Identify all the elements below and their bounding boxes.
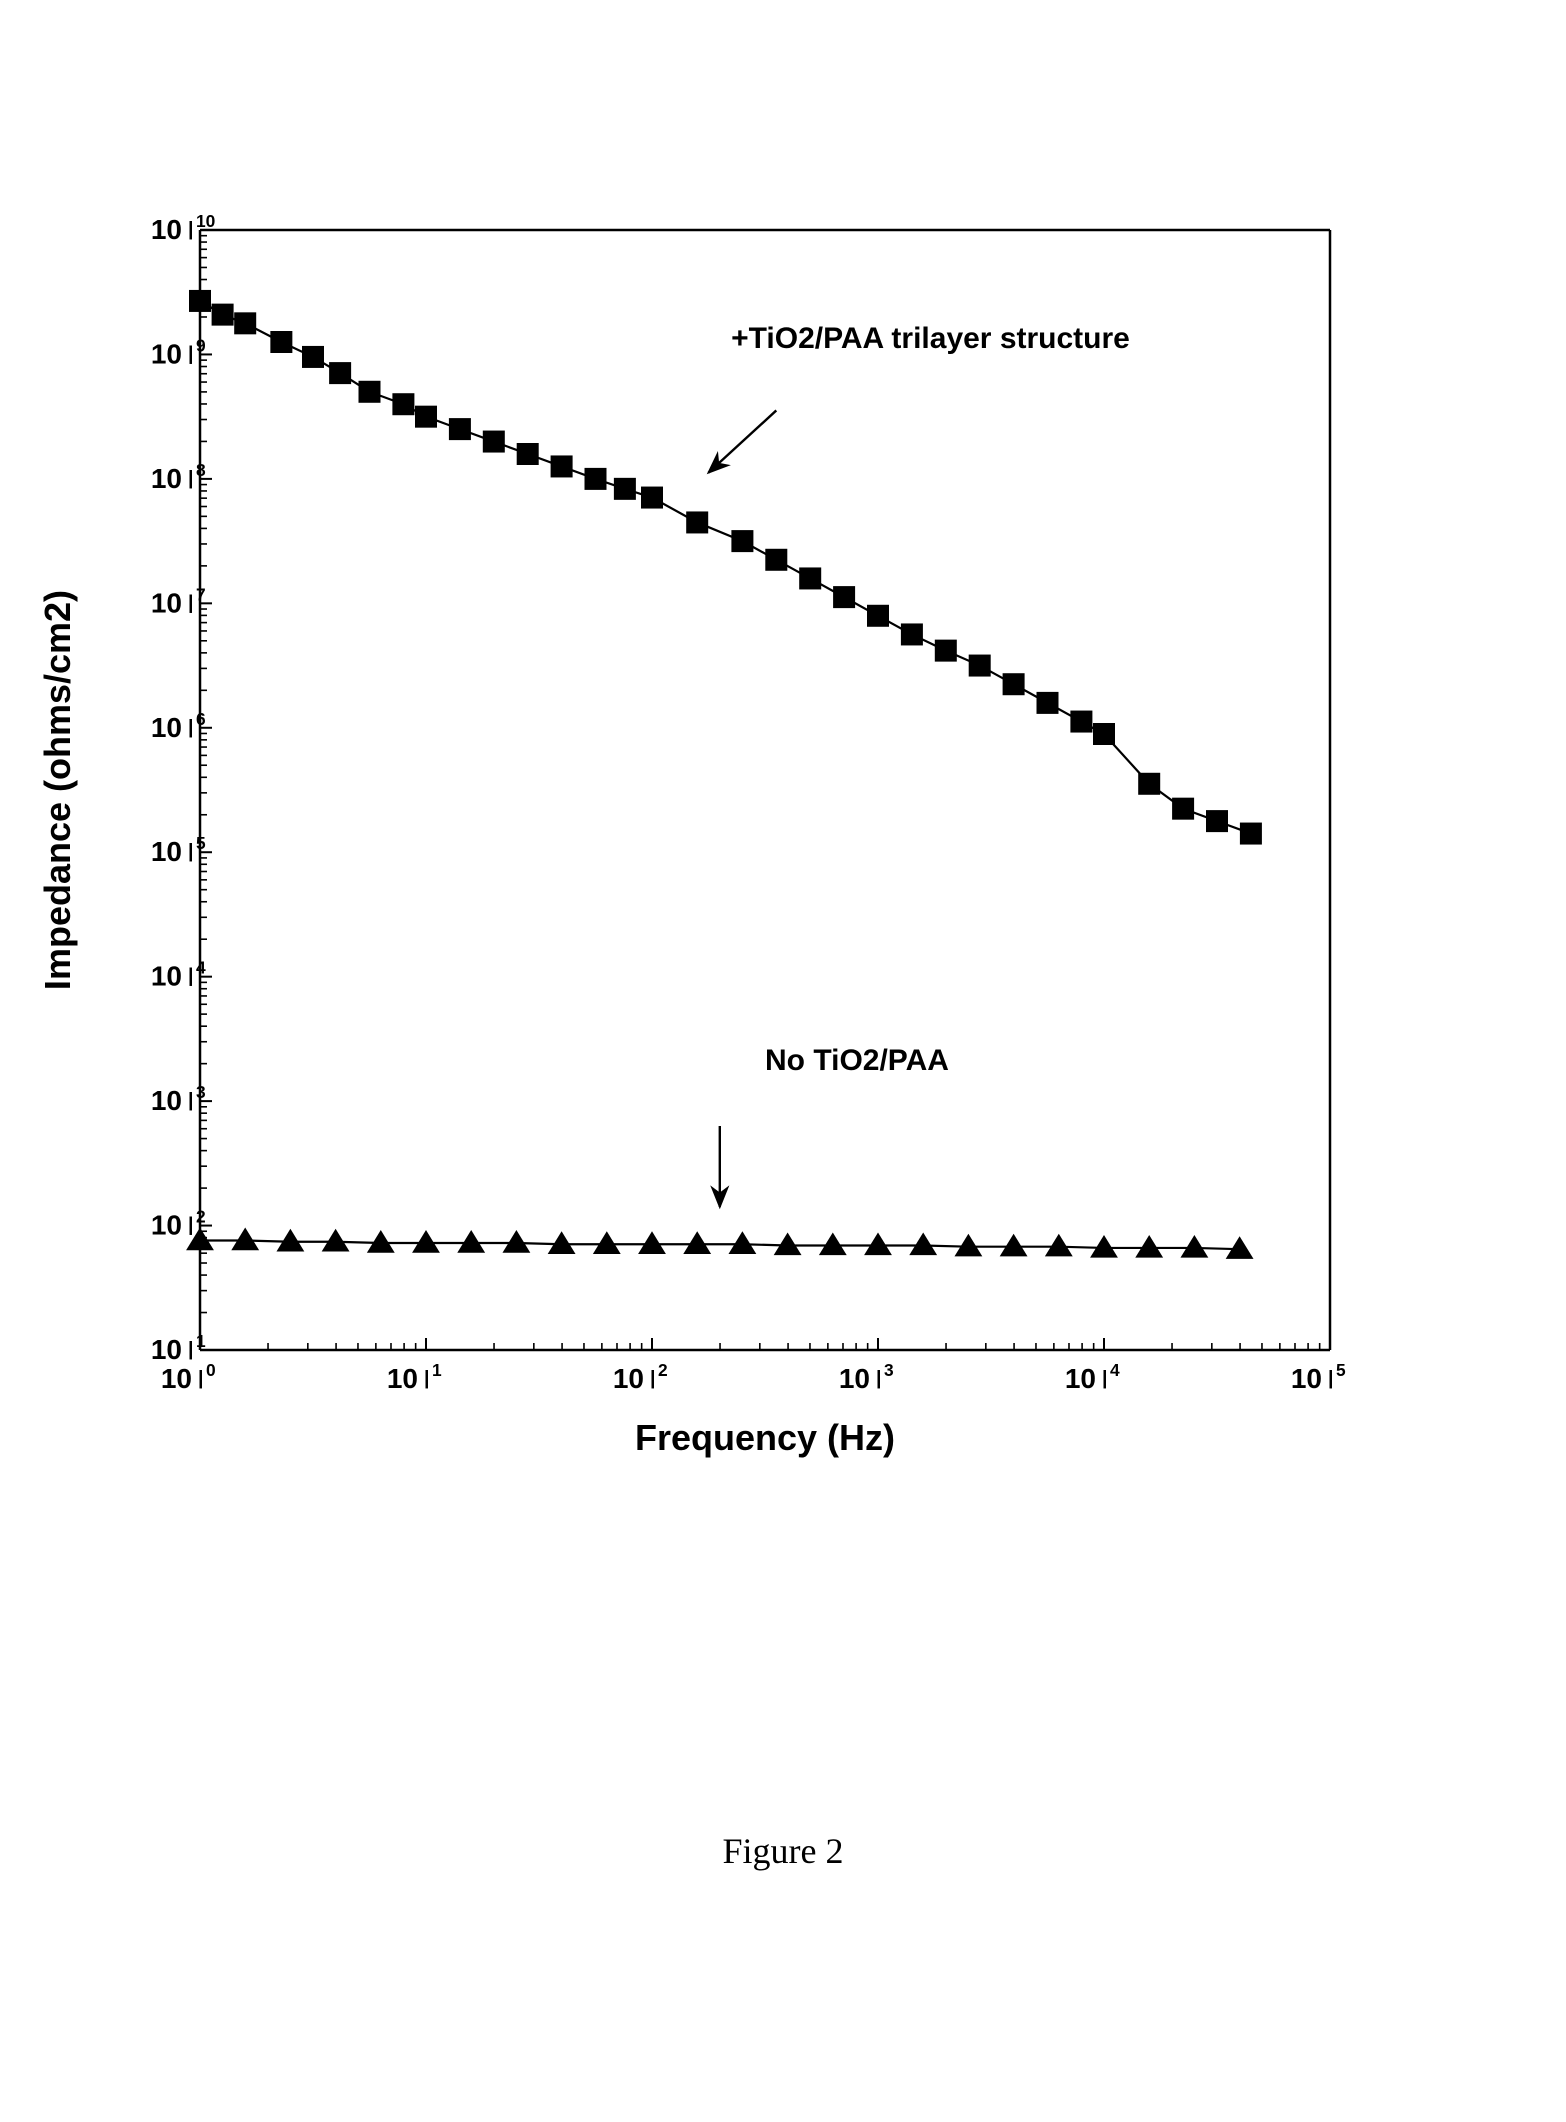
y-tick-label: 10 |3 (151, 1082, 206, 1116)
x-tick-label: 10 |3 (839, 1360, 894, 1394)
y-axis-label: Impedance (ohms/cm2) (37, 590, 78, 990)
svg-text:5: 5 (196, 833, 206, 853)
svg-text:10: 10 (1065, 1363, 1096, 1394)
svg-text:7: 7 (196, 584, 206, 604)
x-tick-label: 10 |1 (387, 1360, 442, 1394)
y-tick-label: 10 |9 (151, 335, 206, 369)
x-tick-label: 10 |5 (1291, 1360, 1346, 1394)
svg-text:6: 6 (196, 709, 206, 729)
svg-text:|: | (198, 1367, 203, 1389)
svg-text:10: 10 (196, 211, 215, 231)
svg-text:|: | (188, 1214, 193, 1236)
svg-text:5: 5 (1336, 1360, 1346, 1380)
svg-text:|: | (188, 591, 193, 613)
svg-text:4: 4 (196, 958, 206, 978)
svg-text:|: | (876, 1367, 881, 1389)
svg-text:10: 10 (387, 1363, 418, 1394)
y-tick-label: 10 |8 (151, 460, 206, 494)
series-no-tio2-paa: No TiO2/PAA (186, 1044, 1253, 1259)
svg-text:|: | (188, 218, 193, 240)
svg-text:9: 9 (196, 335, 206, 355)
y-tick-label: 10 |6 (151, 709, 206, 743)
y-tick-label: 10|10 (151, 211, 215, 245)
figure-caption: Figure 2 (0, 1830, 1566, 1872)
x-tick-label: 10 |4 (1065, 1360, 1120, 1394)
svg-text:2: 2 (196, 1207, 206, 1227)
svg-text:|: | (188, 467, 193, 489)
svg-text:8: 8 (196, 460, 206, 480)
svg-text:2: 2 (658, 1360, 668, 1380)
y-tick-label: 10|1 (151, 1331, 206, 1365)
x-axis-label: Frequency (Hz) (635, 1417, 895, 1458)
svg-text:|: | (188, 1089, 193, 1111)
svg-text:10: 10 (151, 1210, 182, 1241)
svg-text:10: 10 (839, 1363, 870, 1394)
svg-text:10: 10 (151, 587, 182, 618)
svg-text:10: 10 (151, 961, 182, 992)
svg-text:10: 10 (151, 1085, 182, 1116)
svg-text:|: | (188, 840, 193, 862)
series-annotation: +TiO2/PAA trilayer structure (731, 322, 1130, 355)
svg-text:|: | (188, 1338, 193, 1360)
svg-text:10: 10 (613, 1363, 644, 1394)
series-annotation: No TiO2/PAA (765, 1044, 949, 1077)
svg-text:3: 3 (884, 1360, 894, 1380)
page: 10|110|210|310|410|510|610|710|810|910|1… (0, 0, 1566, 2122)
svg-text:10: 10 (151, 338, 182, 369)
svg-text:|: | (424, 1367, 429, 1389)
arrow-icon (709, 410, 777, 472)
svg-text:10: 10 (151, 1334, 182, 1365)
svg-text:|: | (1328, 1367, 1333, 1389)
svg-text:|: | (1102, 1367, 1107, 1389)
svg-text:3: 3 (196, 1082, 206, 1102)
svg-text:|: | (650, 1367, 655, 1389)
y-tick-label: 10 |5 (151, 833, 206, 867)
svg-text:10: 10 (1291, 1363, 1322, 1394)
series--tio2-paa-trilayer-structure: +TiO2/PAA trilayer structure (189, 290, 1262, 845)
chart-container: 10|110|210|310|410|510|610|710|810|910|1… (30, 210, 1360, 1490)
svg-text:10: 10 (161, 1363, 192, 1394)
svg-text:1: 1 (432, 1360, 442, 1380)
svg-text:|: | (188, 716, 193, 738)
svg-text:0: 0 (206, 1360, 216, 1380)
x-tick-label: 10 |0 (161, 1360, 216, 1394)
y-tick-label: 10 |7 (151, 584, 206, 618)
impedance-chart: 10|110|210|310|410|510|610|710|810|910|1… (30, 210, 1360, 1490)
svg-text:|: | (188, 965, 193, 987)
svg-text:10: 10 (151, 836, 182, 867)
y-tick-label: 10 |4 (151, 958, 206, 992)
svg-text:|: | (188, 342, 193, 364)
svg-text:4: 4 (1110, 1360, 1120, 1380)
svg-text:10: 10 (151, 712, 182, 743)
x-tick-label: 10 |2 (613, 1360, 668, 1394)
svg-text:10: 10 (151, 214, 182, 245)
svg-text:10: 10 (151, 463, 182, 494)
